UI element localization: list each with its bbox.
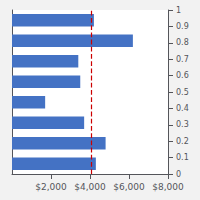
svg-text:0.9: 0.9 — [176, 22, 189, 31]
svg-text:$8,000: $8,000 — [152, 182, 184, 192]
svg-text:0.4: 0.4 — [176, 104, 189, 113]
svg-text:0.3: 0.3 — [176, 120, 189, 129]
svg-text:0.8: 0.8 — [176, 38, 189, 47]
svg-text:$6,000: $6,000 — [113, 182, 145, 192]
svg-text:0: 0 — [176, 170, 181, 179]
svg-text:0.1: 0.1 — [176, 153, 189, 162]
svg-text:0.6: 0.6 — [176, 71, 189, 80]
svg-text:$2,000: $2,000 — [35, 182, 67, 192]
svg-text:0.5: 0.5 — [176, 88, 189, 97]
svg-text:0.2: 0.2 — [176, 137, 189, 146]
svg-text:0.7: 0.7 — [176, 55, 189, 64]
svg-text:1: 1 — [176, 6, 181, 15]
svg-text:$4,000: $4,000 — [74, 182, 106, 192]
